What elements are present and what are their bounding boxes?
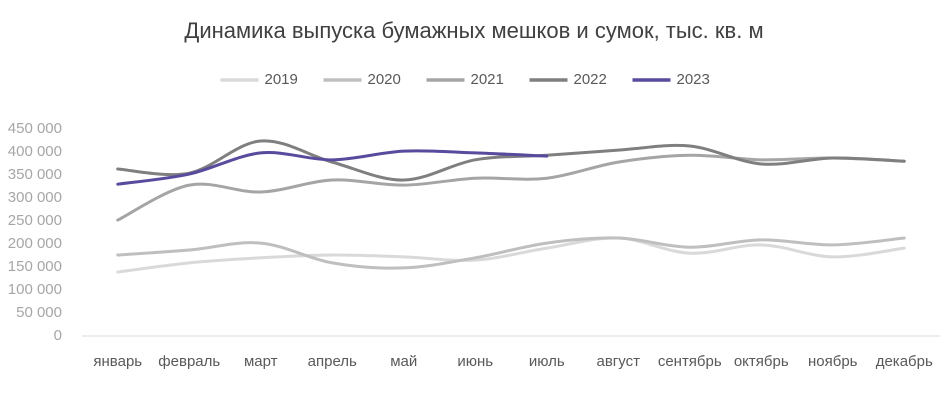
- series-line: [116, 236, 906, 274]
- y-tick-label: 200 000: [8, 235, 62, 252]
- y-tick-label: 50 000: [16, 304, 62, 321]
- legend-label: 2023: [677, 71, 710, 88]
- series-line: [116, 139, 906, 182]
- x-tick-label: январь: [93, 353, 142, 370]
- legend-label: 2021: [471, 71, 504, 88]
- x-tick-label: август: [597, 353, 641, 370]
- x-tick-label: май: [390, 353, 417, 370]
- x-tick-label: март: [244, 353, 278, 370]
- x-tick-label: сентябрь: [658, 353, 722, 370]
- x-tick-label: ноябрь: [808, 353, 858, 370]
- legend-label: 2020: [368, 71, 401, 88]
- y-tick-label: 0: [54, 327, 62, 344]
- x-tick-label: октябрь: [734, 353, 789, 370]
- y-tick-label: 100 000: [8, 281, 62, 298]
- x-tick-label: апрель: [308, 353, 357, 370]
- chart-title: Динамика выпуска бумажных мешков и сумок…: [184, 18, 763, 43]
- legend-label: 2022: [574, 71, 607, 88]
- y-tick-label: 400 000: [8, 143, 62, 160]
- y-tick-label: 250 000: [8, 212, 62, 229]
- x-tick-label: декабрь: [876, 353, 933, 370]
- y-tick-label: 450 000: [8, 120, 62, 137]
- y-tick-label: 350 000: [8, 166, 62, 183]
- x-tick-label: февраль: [158, 353, 220, 370]
- x-tick-label: июнь: [457, 353, 493, 370]
- y-tick-label: 150 000: [8, 258, 62, 275]
- series-line: [116, 149, 549, 186]
- series-line: [116, 153, 906, 222]
- x-tick-label: июль: [529, 353, 565, 370]
- legend-label: 2019: [265, 71, 298, 88]
- series-line: [116, 236, 906, 270]
- y-tick-label: 300 000: [8, 189, 62, 206]
